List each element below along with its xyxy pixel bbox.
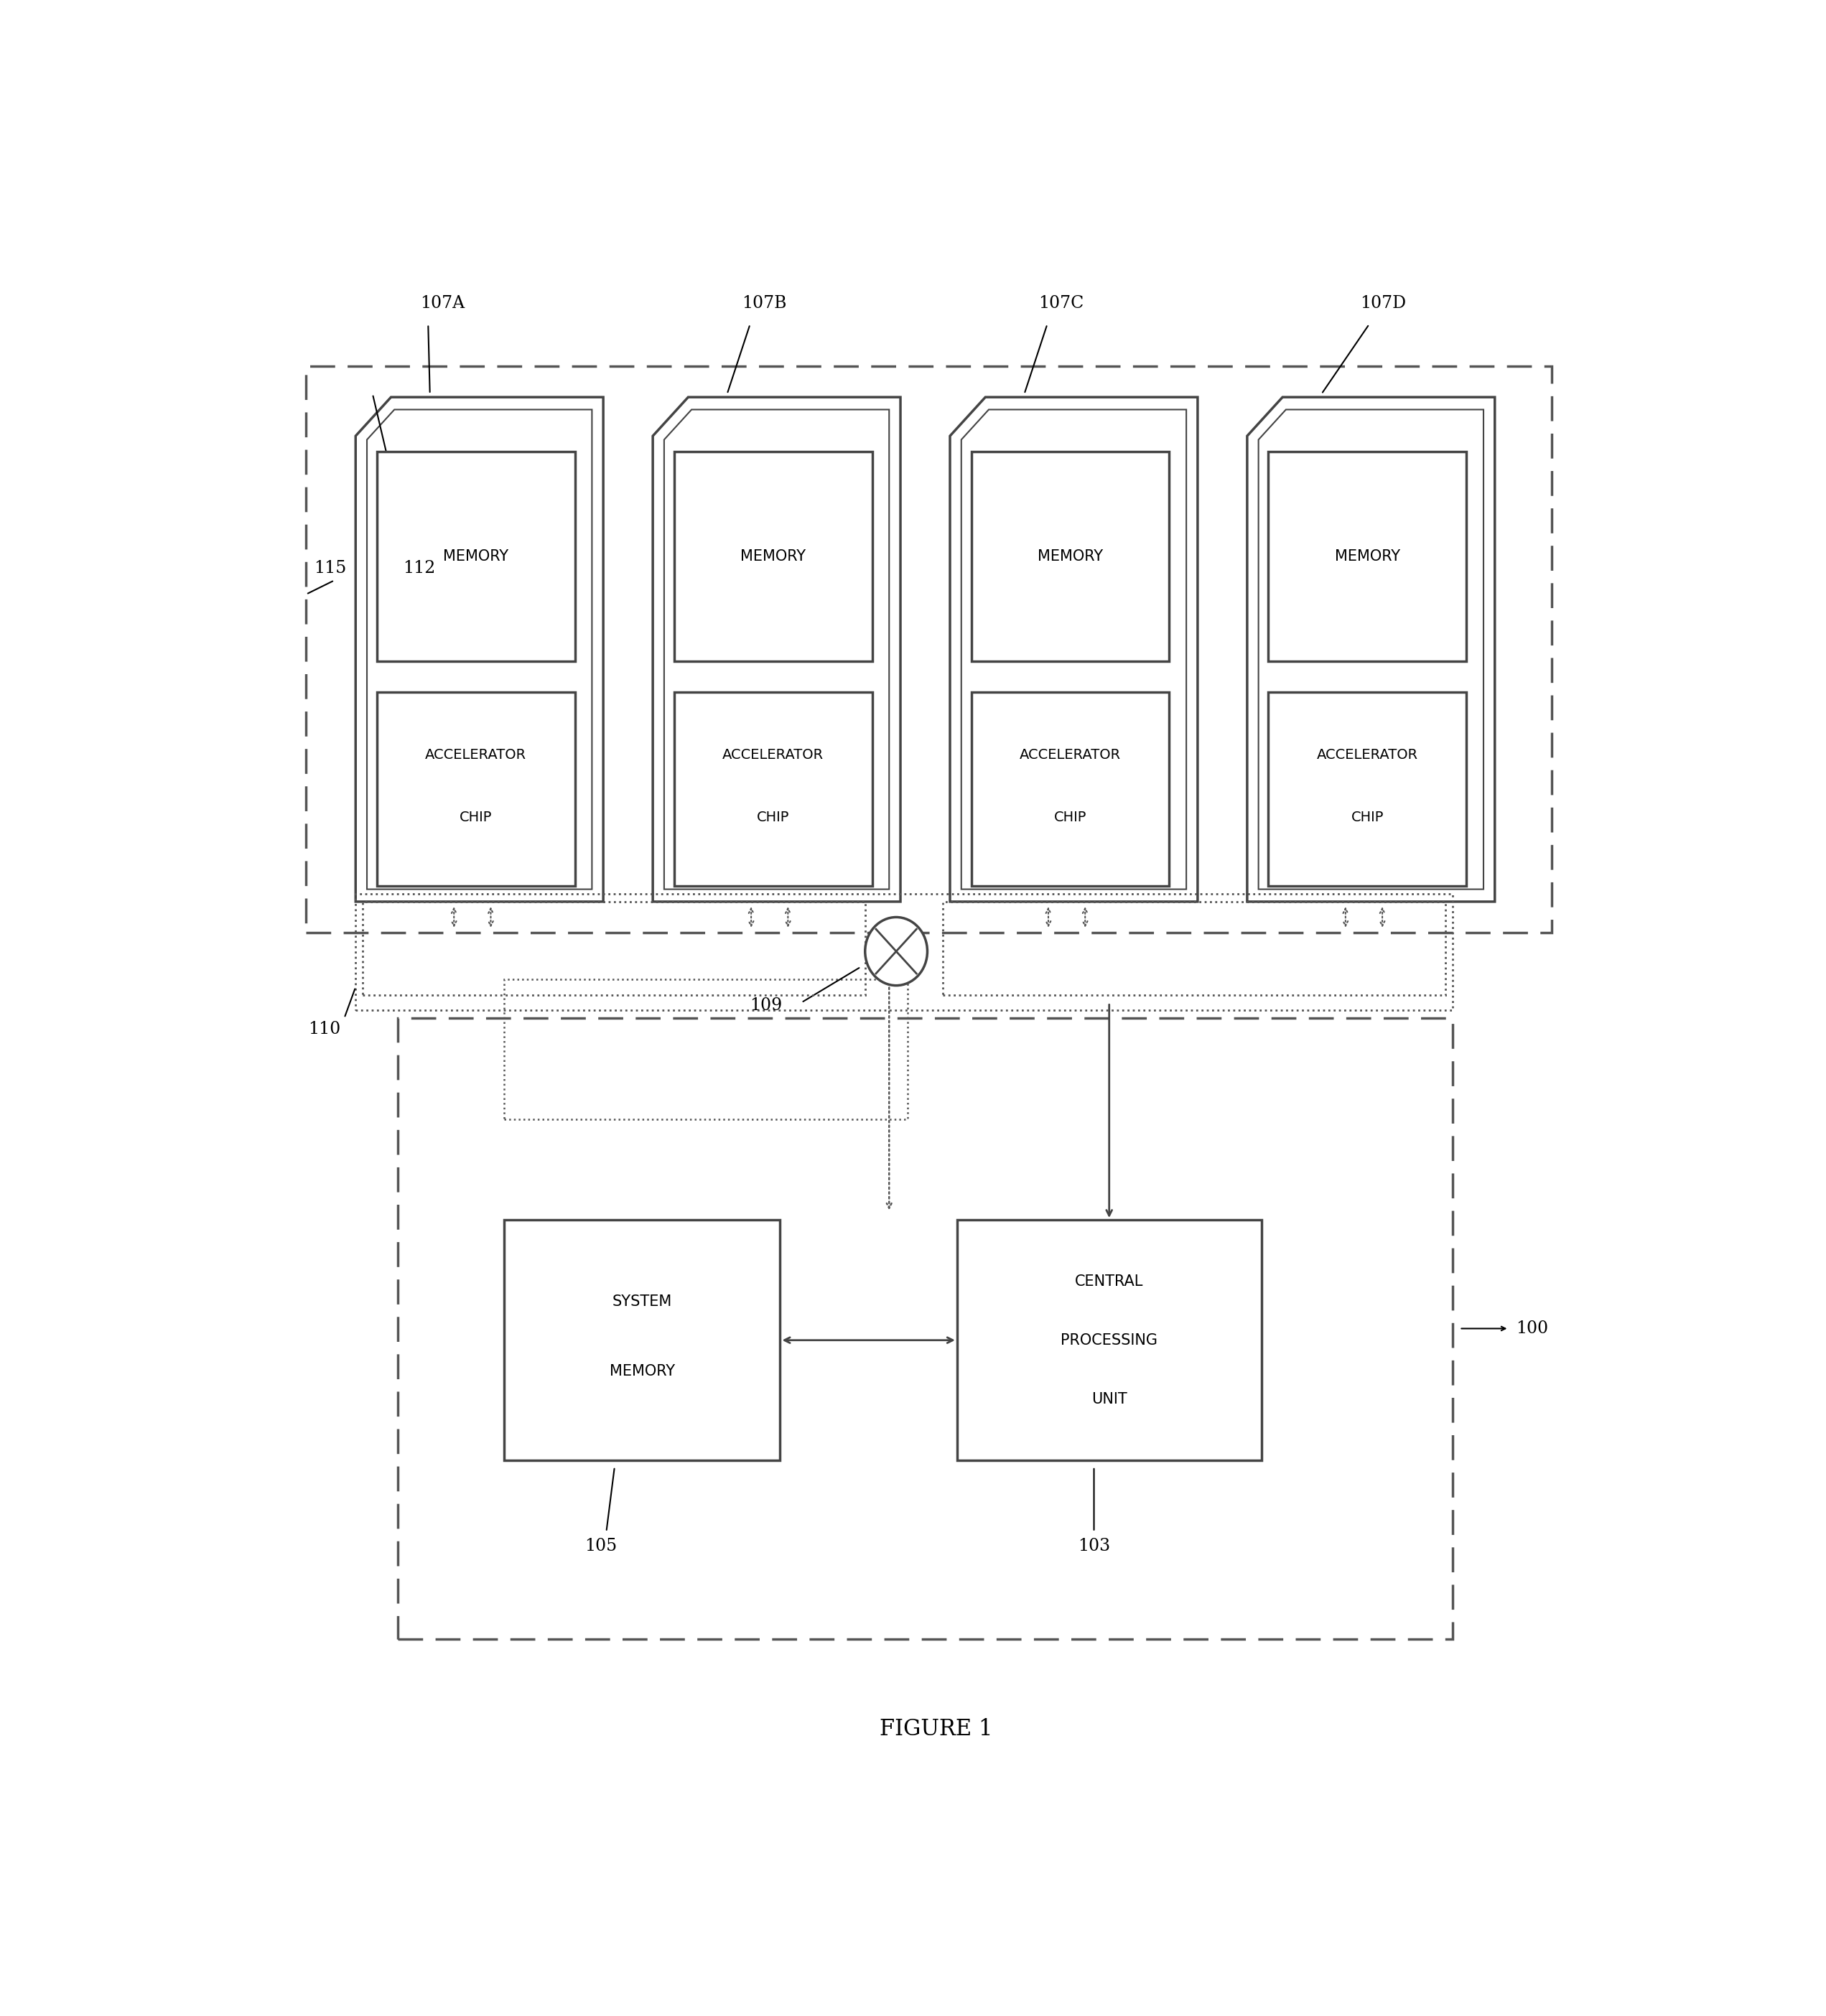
Text: ACCELERATOR: ACCELERATOR (1019, 748, 1121, 762)
Text: MEMORY: MEMORY (610, 1365, 676, 1379)
Bar (504, 980, 908, 1119)
Bar (971, 452, 1169, 661)
Bar (307, 367, 1552, 933)
Bar (376, 691, 575, 887)
Text: 107C: 107C (1039, 294, 1085, 312)
Text: CHIP: CHIP (1351, 810, 1384, 825)
Polygon shape (356, 397, 603, 901)
Bar (356, 893, 1452, 1010)
Text: PROCESSING: PROCESSING (1061, 1333, 1158, 1347)
Bar (674, 691, 873, 887)
Text: MEMORY: MEMORY (1335, 548, 1401, 562)
Text: 107B: 107B (741, 294, 787, 312)
Text: 107A: 107A (420, 294, 464, 312)
Text: MEMORY: MEMORY (740, 548, 805, 562)
Text: ACCELERATOR: ACCELERATOR (425, 748, 526, 762)
Bar (363, 901, 866, 994)
Text: 109: 109 (750, 998, 782, 1014)
Bar (1269, 691, 1466, 887)
Bar (1269, 452, 1466, 661)
Bar (957, 1220, 1262, 1460)
Text: 112: 112 (404, 560, 436, 577)
Bar (971, 691, 1169, 887)
Bar (376, 452, 575, 661)
Text: MEMORY: MEMORY (444, 548, 509, 562)
Bar (674, 452, 873, 661)
Bar (398, 1018, 1452, 1639)
Text: CENTRAL: CENTRAL (1076, 1274, 1143, 1288)
Text: CHIP: CHIP (460, 810, 493, 825)
Polygon shape (654, 397, 900, 901)
Polygon shape (1247, 397, 1495, 901)
Bar (504, 1220, 780, 1460)
Text: 100: 100 (1516, 1320, 1548, 1337)
Text: 105: 105 (584, 1538, 617, 1554)
Text: CHIP: CHIP (756, 810, 789, 825)
Text: 103: 103 (1077, 1538, 1110, 1554)
Polygon shape (950, 397, 1198, 901)
Text: MEMORY: MEMORY (1037, 548, 1103, 562)
Text: SYSTEM: SYSTEM (612, 1294, 672, 1308)
Text: ACCELERATOR: ACCELERATOR (1317, 748, 1419, 762)
Text: CHIP: CHIP (1054, 810, 1086, 825)
Text: 115: 115 (314, 560, 347, 577)
Text: 110: 110 (309, 1020, 341, 1036)
Bar (942, 901, 1446, 994)
Circle shape (866, 917, 928, 986)
Text: UNIT: UNIT (1092, 1391, 1127, 1407)
Text: FIGURE 1: FIGURE 1 (880, 1718, 992, 1740)
Text: ACCELERATOR: ACCELERATOR (723, 748, 824, 762)
Text: 107D: 107D (1360, 294, 1406, 312)
